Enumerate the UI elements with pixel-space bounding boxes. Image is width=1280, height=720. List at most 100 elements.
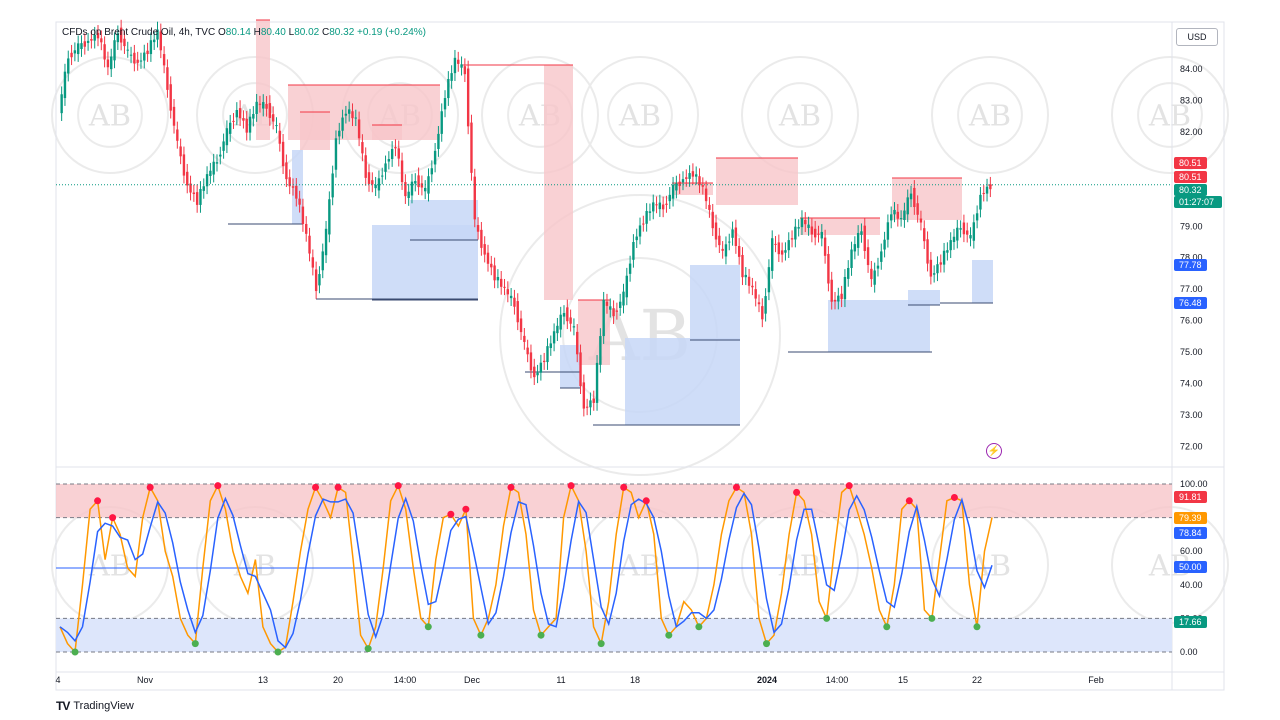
candle-body — [860, 231, 863, 235]
candle-body — [797, 227, 800, 229]
candle-body — [906, 197, 909, 215]
candle-body — [334, 138, 338, 170]
candle-body — [149, 40, 153, 55]
candle-body — [70, 52, 73, 58]
candle-body — [899, 218, 903, 220]
candle-body — [133, 52, 136, 64]
overbought-signal-dot — [845, 482, 853, 490]
supply-zone — [372, 125, 402, 140]
watermark-layer: ABABABABABABABABABABABABABABAB — [51, 56, 1229, 624]
time-tick-label: Nov — [137, 675, 154, 685]
candle-body — [926, 239, 929, 264]
watermark-seal — [51, 56, 169, 174]
stoch-tick-label: 60.00 — [1180, 546, 1203, 556]
candle-body — [443, 98, 447, 110]
demand-zone — [690, 265, 740, 340]
candle-body — [863, 225, 866, 252]
symbol-legend[interactable]: CFDs on Brent Crude Oil, 4h, TVC O80.14 … — [62, 27, 426, 38]
candle-body — [896, 211, 900, 219]
candle-body — [106, 59, 110, 68]
candle-body — [827, 253, 830, 284]
candle-body — [576, 331, 579, 355]
stoch-k-line — [59, 492, 993, 649]
candle-body — [688, 173, 691, 179]
candle-body — [407, 191, 410, 198]
candle-body — [371, 180, 374, 185]
tradingview-logo[interactable]: TV TradingView — [56, 699, 134, 713]
currency-selector[interactable]: USD — [1176, 28, 1218, 46]
candle-body — [566, 307, 569, 322]
candle-body — [67, 58, 70, 74]
watermark-text: AB — [778, 98, 821, 132]
candle-body — [123, 38, 126, 47]
watermark-seal-inner — [957, 82, 1023, 148]
candle-body — [503, 286, 506, 288]
candle-body — [476, 225, 480, 232]
price-tick-label: 74.00 — [1180, 378, 1203, 388]
oversold-zone — [56, 618, 1172, 652]
candle-body — [119, 27, 123, 43]
price-tag-value: 76.48 — [1179, 298, 1202, 308]
candle-body — [582, 382, 586, 409]
candle-body — [675, 183, 678, 191]
candle-body — [635, 236, 638, 241]
time-tick-label: 22 — [972, 675, 982, 685]
watermark-seal-inner — [1137, 82, 1203, 148]
candle-body — [222, 141, 225, 151]
candle-body — [850, 249, 853, 268]
candle-body — [410, 181, 414, 196]
candle-body — [975, 213, 979, 221]
candle-body — [923, 228, 926, 242]
candle-body — [381, 175, 384, 177]
alert-icon[interactable]: ⚡ — [986, 443, 1002, 459]
stoch-value-tag: 79.39 — [1174, 512, 1207, 524]
candle-body — [63, 71, 67, 99]
candle-body — [516, 301, 519, 323]
candle-body — [840, 293, 843, 300]
candle-body — [420, 183, 424, 188]
overbought-signal-dot — [905, 497, 913, 505]
candle-body — [126, 49, 129, 51]
candle-body — [324, 228, 328, 256]
candle-body — [880, 251, 883, 262]
candle-body — [245, 118, 248, 133]
candle-body — [972, 222, 976, 241]
stoch-value-tag-box — [1174, 491, 1207, 503]
candle-body — [704, 188, 708, 202]
candle-body — [473, 176, 476, 220]
candle-body — [883, 239, 886, 250]
candle-body — [542, 360, 546, 363]
candle-body — [632, 242, 635, 260]
oversold-signal-dot — [763, 640, 771, 648]
demand-zone — [972, 260, 993, 303]
candle-body — [480, 229, 483, 248]
oversold-signal-dot — [597, 640, 605, 648]
candle-body — [162, 54, 166, 66]
overbought-signal-dot — [567, 482, 575, 490]
candle-body — [813, 228, 817, 238]
candle-body — [493, 265, 496, 281]
price-tag-value: 80.51 — [1179, 172, 1202, 182]
open-label: O — [217, 27, 226, 38]
candle-body — [116, 33, 120, 43]
candle-body — [100, 38, 103, 43]
candle-body — [278, 130, 281, 144]
watermark-seal-inner — [767, 82, 833, 148]
candle-body — [215, 162, 219, 164]
candle-body — [982, 192, 985, 194]
candle-body — [744, 274, 747, 278]
candle-body — [513, 297, 516, 307]
candle-body — [374, 184, 377, 189]
candle-body — [605, 301, 609, 306]
candle-body — [156, 29, 159, 40]
time-tick-label: 13 — [258, 675, 268, 685]
price-tag-value: 80.51 — [1179, 158, 1202, 168]
candle-body — [628, 263, 632, 274]
candle-body — [539, 362, 543, 373]
price-tag-value: 01:27:07 — [1179, 197, 1214, 207]
candle-body — [913, 187, 916, 208]
candle-body — [321, 251, 324, 271]
candle-body — [271, 114, 275, 122]
watermark-text: AB — [88, 98, 131, 132]
